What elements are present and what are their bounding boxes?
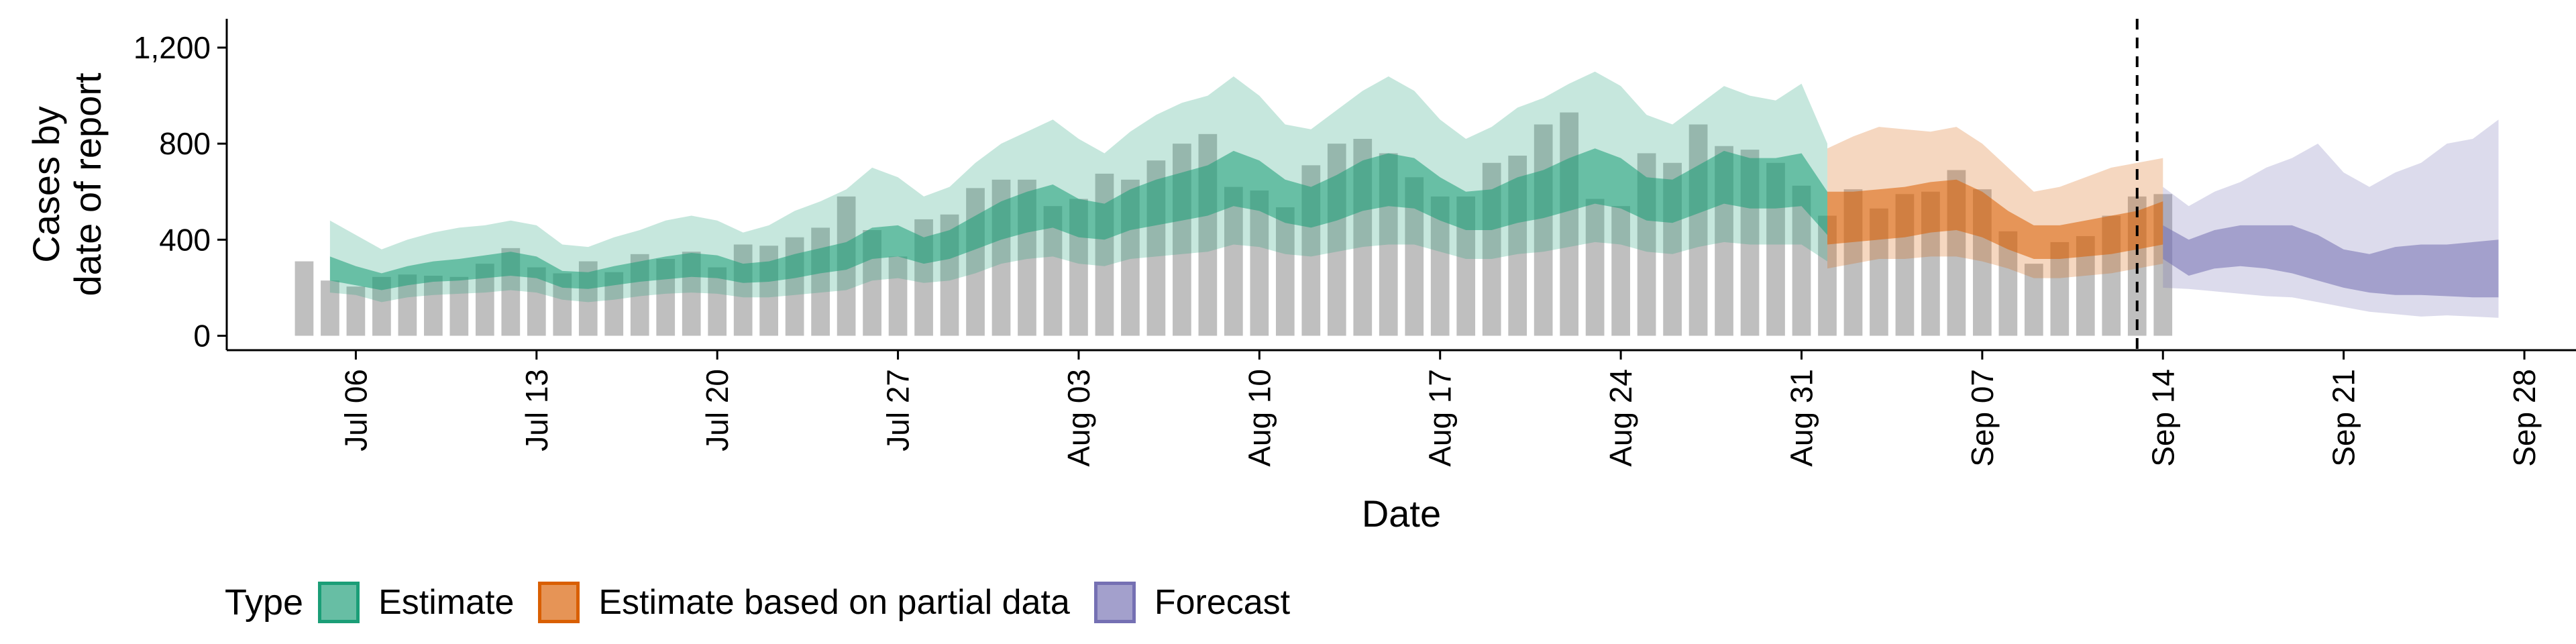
case-bar: [1688, 124, 1708, 336]
x-tick-label: Jul 20: [700, 369, 735, 451]
x-tick-label: Aug 31: [1784, 369, 1819, 467]
y-tick-label: 400: [159, 222, 211, 257]
x-tick-label: Aug 24: [1603, 369, 1638, 467]
legend-item-estimate: Estimate: [318, 582, 514, 623]
x-tick-label: Jul 13: [519, 369, 554, 451]
case-bar: [346, 286, 366, 336]
x-tick-label: Aug 17: [1423, 369, 1458, 467]
legend-item-partial-estimate: Estimate based on partial data: [538, 582, 1070, 623]
legend-label-estimate: Estimate: [378, 583, 515, 622]
legend-label-partial-estimate: Estimate based on partial data: [598, 583, 1070, 622]
case-bar: [811, 227, 830, 336]
case-bar: [449, 276, 469, 336]
case-bar: [1250, 190, 1269, 336]
x-tick-label: Sep 07: [1965, 369, 2000, 467]
estimate-inner-band: [329, 148, 1828, 290]
axes: 0 400 800 1,200 Jul 06 Jul 13 Jul 20 Jul 27 Aug …: [133, 19, 2576, 467]
case-bar: [1611, 206, 1630, 336]
x-tick-label: Sep 28: [2507, 369, 2542, 467]
forecast-inner-band: [2163, 225, 2499, 298]
x-tick-label: Jul 06: [338, 369, 373, 451]
y-axis-title: Cases bydate of report: [25, 72, 109, 297]
case-bar: [1534, 124, 1553, 336]
partial-estimate-inner-band: [1827, 179, 2163, 259]
legend-swatch-forecast: [1093, 582, 1136, 623]
x-tick-label: Sep 21: [2326, 369, 2361, 467]
y-axis-title-line: date of report: [66, 72, 109, 297]
legend-title: Type: [225, 582, 304, 623]
x-tick-label: Aug 03: [1061, 369, 1096, 467]
case-bar: [321, 280, 339, 336]
case-bar: [1585, 199, 1605, 336]
x-axis-title: Date: [1362, 492, 1441, 535]
y-axis-title-line: Cases by: [25, 106, 67, 262]
y-tick-label: 800: [159, 126, 211, 161]
estimate-outer-band: [329, 71, 1828, 303]
y-tick-label: 0: [193, 319, 211, 354]
legend-swatch-estimate: [318, 582, 360, 623]
case-bar: [733, 244, 753, 336]
legend: Type Estimate Estimate based on partial …: [225, 576, 1314, 629]
estimate-ribbons: [329, 71, 2499, 318]
legend-label-forecast: Forecast: [1154, 583, 1291, 622]
case-bar: [294, 261, 314, 336]
case-bar: [2024, 264, 2043, 336]
y-tick-label: 1,200: [133, 30, 211, 65]
x-tick-label: Jul 27: [881, 369, 916, 451]
case-bar: [1224, 186, 1243, 336]
case-bar: [1275, 207, 1295, 336]
case-bar: [888, 256, 908, 336]
legend-item-forecast: Forecast: [1093, 582, 1291, 623]
case-bar: [424, 276, 443, 336]
x-tick-label: Aug 10: [1242, 369, 1277, 467]
case-bar: [1560, 112, 1578, 336]
x-tick-label: Sep 14: [2145, 369, 2180, 467]
legend-swatch-partial-estimate: [538, 582, 580, 623]
